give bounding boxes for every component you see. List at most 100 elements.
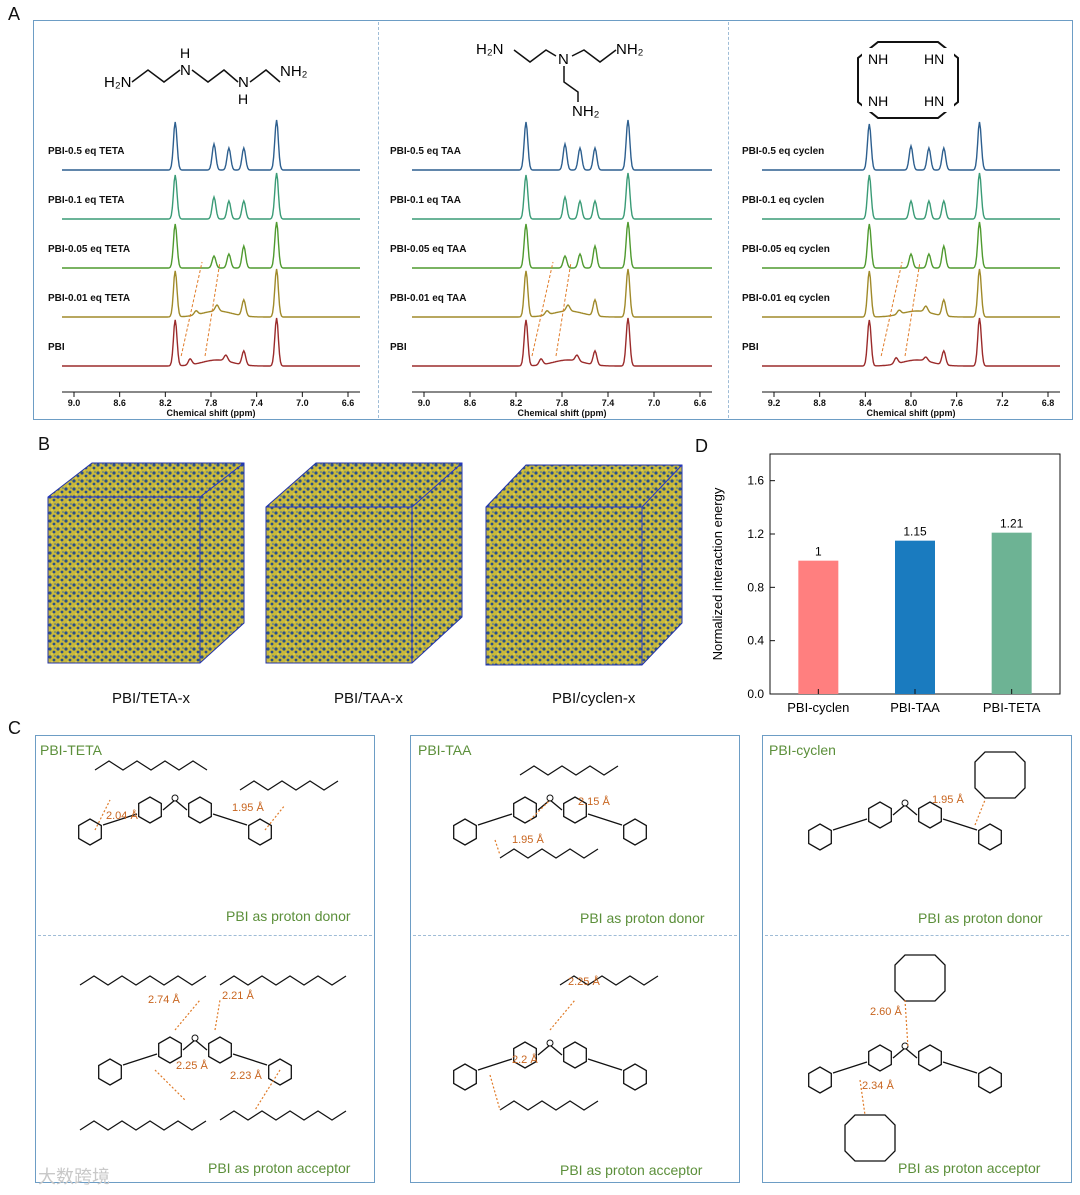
nmr-tick-label: 9.0 bbox=[417, 398, 431, 408]
cyclen-ring bbox=[974, 751, 1026, 799]
hydrogen-bond bbox=[859, 1079, 866, 1116]
taa-box bbox=[410, 735, 740, 1183]
nmr-tick-label: 6.8 bbox=[1041, 398, 1055, 408]
shift-arrow bbox=[531, 261, 554, 357]
cyclen-a1: 2.60 Å bbox=[870, 1006, 902, 1018]
teta-left: H₂N bbox=[104, 74, 132, 91]
taa-a2: 2.2 Å bbox=[512, 1054, 538, 1066]
cyclen-ring bbox=[844, 1114, 896, 1162]
taa-right: NH₂ bbox=[616, 41, 644, 58]
teta-n1: N bbox=[180, 62, 191, 79]
nmr-series-label: PBI-0.5 eq TAA bbox=[390, 146, 461, 157]
hydrogen-bond bbox=[974, 799, 986, 826]
taa-d1: 2.15 Å bbox=[578, 796, 610, 808]
amine-chain bbox=[559, 975, 659, 986]
bar-value-label: 1.21 bbox=[1000, 517, 1024, 531]
bar-value-label: 1.15 bbox=[903, 525, 927, 539]
taa-a1: 2.25 Å bbox=[568, 976, 600, 988]
y-axis-label: Normalized interaction energy bbox=[710, 487, 725, 660]
cyclen-box bbox=[762, 735, 1072, 1183]
interaction-energy-chart: 0.0 0.4 0.8 1.2 1.6 Normalized interaction en… bbox=[710, 453, 1061, 715]
cyclen-acceptor: PBI as proton acceptor bbox=[898, 1160, 1041, 1176]
nmr-series-label: PBI-0.1 eq TAA bbox=[390, 195, 461, 206]
nmr-tick-label: 8.2 bbox=[159, 398, 172, 408]
nmr-spectrum-line bbox=[62, 268, 360, 318]
teta-n2: N bbox=[238, 74, 249, 91]
teta-right: NH₂ bbox=[280, 63, 308, 80]
taa-title: PBI-TAA bbox=[418, 742, 472, 758]
nmr-spectrum-line bbox=[762, 221, 1060, 269]
bar bbox=[798, 560, 839, 694]
nmr-series-label: PBI-0.05 eq TETA bbox=[48, 244, 131, 255]
nmr-tick-label: 7.4 bbox=[250, 398, 263, 408]
nmr-tick-label: 7.8 bbox=[204, 398, 218, 408]
amine-chain bbox=[94, 760, 208, 771]
md-caption-teta: PBI/TETA-x bbox=[112, 690, 191, 707]
panel-letter-d: D bbox=[695, 436, 708, 456]
amine-chain bbox=[499, 1100, 599, 1111]
nmr-series-label: PBI bbox=[390, 342, 407, 353]
hydrogen-bond bbox=[94, 799, 111, 831]
nmr-spectrum-line bbox=[62, 221, 360, 269]
nmr-series-label: PBI-0.5 eq cyclen bbox=[742, 146, 825, 157]
md-caption-taa: PBI/TAA-x bbox=[334, 690, 403, 707]
nmr-spectrum-line bbox=[62, 317, 360, 367]
nmr-tick-label: 8.4 bbox=[859, 398, 872, 408]
taa-divider bbox=[413, 935, 737, 936]
nmr-series-label: PBI-0.5 eq TETA bbox=[48, 146, 125, 157]
teta-title: PBI-TETA bbox=[40, 742, 102, 758]
md-box-teta bbox=[47, 462, 245, 664]
cyclen-nh1: NH bbox=[868, 51, 888, 67]
md-box-cyclen bbox=[485, 464, 683, 666]
shift-arrow bbox=[555, 261, 572, 357]
y-tick-label: 1.2 bbox=[747, 527, 764, 541]
nmr-tick-label: 8.6 bbox=[113, 398, 126, 408]
hydrogen-bond bbox=[264, 804, 286, 831]
bar-value-label: 1 bbox=[815, 545, 822, 559]
teta-d1: 2.04 Å bbox=[106, 810, 138, 822]
nmr-spectrum-line bbox=[762, 121, 1060, 171]
teta-donor: PBI as proton donor bbox=[226, 908, 351, 924]
amine-chain bbox=[239, 780, 339, 791]
amine-chain bbox=[79, 1120, 207, 1131]
x-tick-label: PBI-cyclen bbox=[787, 700, 849, 715]
md-box-taa bbox=[265, 462, 463, 664]
nmr-tick-label: 6.6 bbox=[693, 398, 707, 408]
x-tick-label: PBI-TETA bbox=[983, 700, 1041, 715]
cyclen-ring bbox=[894, 954, 946, 1002]
nmr-spectra bbox=[62, 119, 1060, 397]
y-tick-label: 0.0 bbox=[747, 687, 764, 701]
shift-arrow bbox=[880, 261, 903, 357]
nmr-spectrum-line bbox=[762, 317, 1060, 367]
pbi-backbone bbox=[78, 794, 272, 846]
hydrogen-bond bbox=[494, 839, 501, 856]
nmr-series-label: PBI bbox=[742, 342, 759, 353]
nmr-tick-label: 7.8 bbox=[555, 398, 569, 408]
y-tick-label: 0.8 bbox=[747, 580, 764, 594]
nmr-axis-title: Chemical shift (ppm) bbox=[166, 408, 256, 418]
nmr-tick-label: 8.8 bbox=[813, 398, 826, 408]
shift-arrow bbox=[204, 261, 221, 357]
nmr-divider-1 bbox=[378, 22, 379, 418]
nmr-series-label: PBI-0.05 eq cyclen bbox=[742, 244, 830, 255]
nmr-tick-label: 7.0 bbox=[296, 398, 309, 408]
teta-structure: H₂N H N N H NH₂ bbox=[104, 45, 308, 107]
teta-acceptor: PBI as proton acceptor bbox=[208, 1160, 351, 1176]
nmr-series-label: PBI-0.1 eq TETA bbox=[48, 195, 125, 206]
nmr-spectrum-line bbox=[62, 119, 360, 171]
y-tick-label: 0.4 bbox=[747, 634, 764, 648]
panel-letter-c: C bbox=[8, 718, 21, 738]
teta-a4: 2.23 Å bbox=[230, 1070, 262, 1082]
nmr-frame bbox=[33, 20, 1073, 420]
cyclen-d1: 1.95 Å bbox=[932, 794, 964, 806]
pbi-backbone bbox=[453, 1039, 647, 1091]
nmr-tick-label: 8.6 bbox=[463, 398, 477, 408]
cyclen-a2: 2.34 Å bbox=[862, 1080, 894, 1092]
teta-divider bbox=[38, 935, 372, 936]
cyclen-hn1: HN bbox=[924, 51, 944, 67]
nmr-tick-label: 7.4 bbox=[601, 398, 615, 408]
nmr-divider-2 bbox=[728, 22, 729, 418]
nmr-tick-label: 8.0 bbox=[904, 398, 918, 408]
nmr-series-label: PBI bbox=[48, 342, 65, 353]
nmr-series-label: PBI-0.05 eq TAA bbox=[390, 244, 467, 255]
